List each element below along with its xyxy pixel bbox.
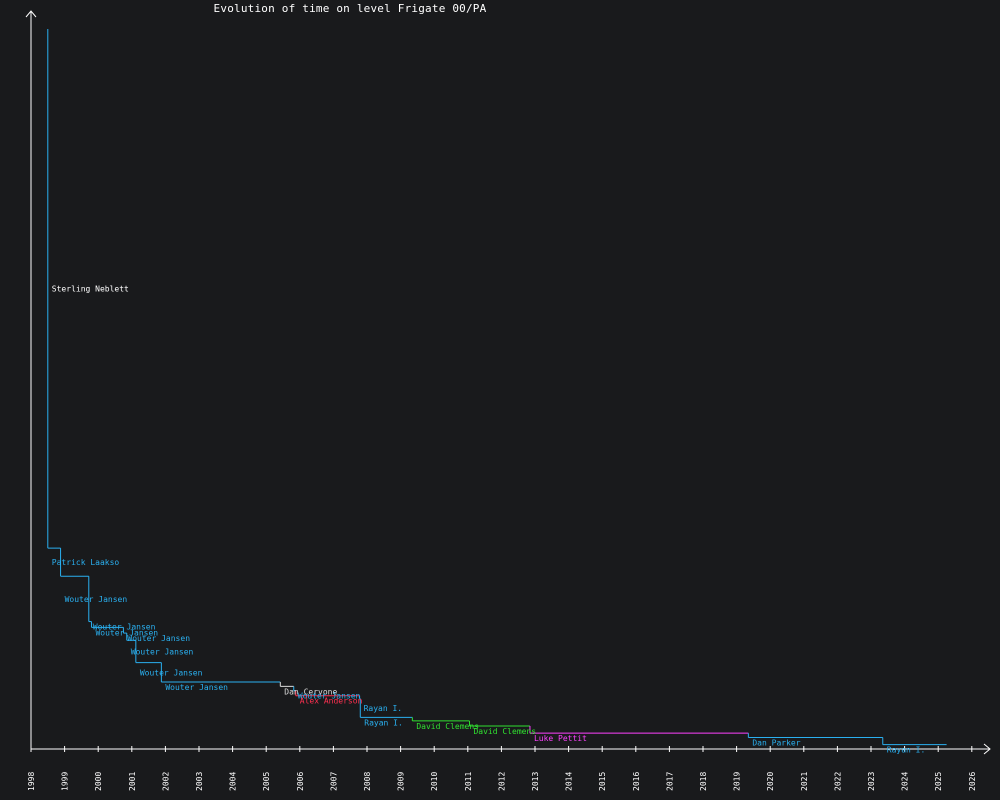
- x-axis-arrow: [983, 743, 991, 755]
- x-tick-label: 2018: [699, 772, 708, 791]
- x-tick-label: 2019: [733, 772, 742, 791]
- record-holder-label: Luke Pettit: [534, 734, 587, 743]
- record-holder-label: David Clemens: [416, 722, 479, 731]
- x-tick-label: 2022: [833, 772, 842, 791]
- record-holder-label: Rayan I.: [364, 718, 403, 727]
- y-axis-arrow: [25, 10, 37, 18]
- x-tick-label: 1998: [27, 772, 36, 791]
- record-steps: [47, 29, 947, 746]
- record-holder-label: Rayan I.: [364, 704, 403, 713]
- x-tick-label: 2006: [296, 772, 305, 791]
- x-tick-label: 1999: [61, 772, 70, 791]
- x-tick-label: 2000: [94, 772, 103, 791]
- x-tick-label: 2024: [901, 772, 910, 791]
- record-holder-label: Wouter Jansen: [165, 683, 228, 692]
- x-tick-label: 2016: [632, 772, 641, 791]
- x-tick-label: 2021: [800, 772, 809, 791]
- x-tick-label: 2023: [867, 772, 876, 791]
- x-tick-label: 2001: [128, 772, 137, 791]
- x-tick-label: 2003: [195, 772, 204, 791]
- record-labels: Sterling Neblett Patrick Laakso Wouter Jan…: [52, 285, 925, 755]
- record-holder-label: Dan Parker: [752, 738, 800, 747]
- record-holder-label: Sterling Neblett: [52, 285, 129, 294]
- record-holder-label: Dan Cervone: [284, 687, 337, 696]
- record-holder-label: Wouter Jansen: [298, 692, 361, 701]
- record-holder-label: Wouter Jansen: [65, 595, 128, 604]
- x-tick-label: 2012: [497, 772, 506, 791]
- x-tick-label: 2002: [161, 772, 170, 791]
- record-holder-label: Wouter Jansen: [127, 634, 190, 643]
- record-holder-label: Alex Anderson: [300, 697, 363, 706]
- x-tick-label: 2013: [531, 772, 540, 791]
- x-tick-label: 2010: [430, 772, 439, 791]
- x-tick-label: 2008: [363, 772, 372, 791]
- axes: [25, 10, 991, 755]
- x-tick-label: 2020: [766, 772, 775, 791]
- x-axis-ticks: 1998 1999 2000 2001 2002 2003 2004 2005 2006 2007…: [27, 746, 977, 791]
- record-holder-label: Wouter Jansen: [95, 628, 158, 637]
- record-holder-label: Wouter Jansen: [131, 647, 194, 656]
- x-tick-label: 2026: [968, 772, 977, 791]
- x-tick-label: 2005: [262, 772, 271, 791]
- x-tick-label: 2007: [329, 772, 338, 791]
- chart-title: Evolution of time on level Frigate 00/PA: [213, 2, 487, 15]
- record-holder-label: Rayan I.: [887, 746, 926, 755]
- x-tick-label: 2014: [565, 772, 574, 791]
- x-tick-label: 2004: [229, 772, 238, 791]
- x-tick-label: 2017: [665, 772, 674, 791]
- record-holder-label: Wouter Jansen: [93, 623, 156, 632]
- record-holder-label: Patrick Laakso: [52, 558, 120, 567]
- record-holder-label: David Clemens: [473, 727, 536, 736]
- x-tick-label: 2025: [934, 772, 943, 791]
- x-tick-label: 2009: [397, 772, 406, 791]
- x-tick-label: 2011: [464, 772, 473, 791]
- x-tick-label: 2015: [598, 772, 607, 791]
- record-holder-label: Wouter Jansen: [140, 668, 203, 677]
